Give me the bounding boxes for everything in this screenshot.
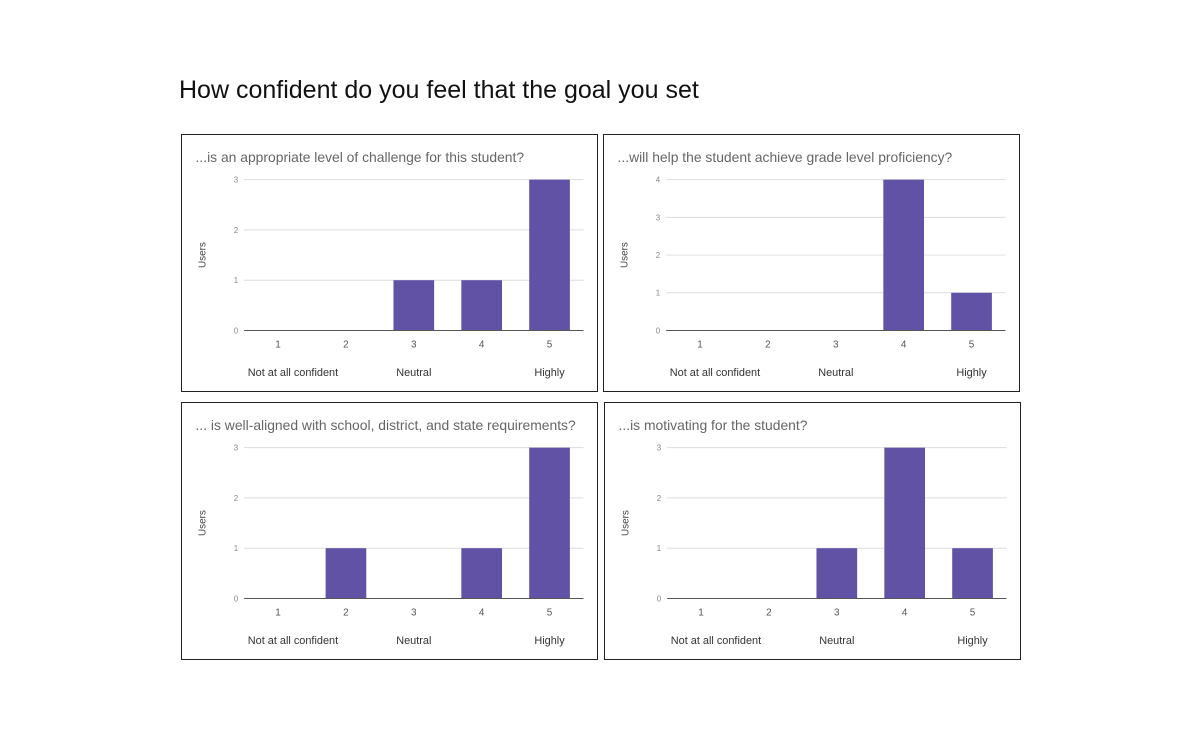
- x-category-group-label: Neutral: [819, 635, 854, 647]
- bar: [393, 280, 435, 331]
- chart-title: ...is motivating for the student?: [619, 417, 808, 433]
- x-category-group-label: Neutral: [396, 635, 431, 647]
- y-tick-label: 0: [234, 594, 239, 603]
- chart-panel-motivating: ...is motivating for the student? Users 0 1…: [604, 402, 1021, 660]
- y-axis-label: Users: [620, 510, 631, 536]
- chart-panel-proficiency: ...will help the student achieve grade l…: [603, 134, 1020, 392]
- y-tick-label: 1: [234, 276, 239, 285]
- x-category-group-label: Not at all confident: [671, 635, 761, 647]
- x-tick-label: 4: [479, 339, 485, 350]
- bar: [884, 447, 926, 599]
- y-tick-label: 1: [234, 544, 239, 553]
- x-category-group-label: Highly: [534, 367, 565, 379]
- x-tick-label: 3: [834, 607, 840, 618]
- x-category-group-label: Highly: [957, 635, 988, 647]
- y-tick-label: 3: [657, 444, 662, 453]
- y-axis-label: Users: [619, 242, 630, 268]
- x-category-group-label: Not at all confident: [248, 635, 338, 647]
- y-tick-label: 3: [234, 176, 239, 185]
- y-tick-label: 0: [234, 326, 239, 335]
- x-category-group-label: Neutral: [818, 367, 853, 379]
- y-tick-label: 3: [234, 444, 239, 453]
- bar: [461, 548, 503, 599]
- x-category-group-label: Highly: [956, 367, 987, 379]
- x-tick-label: 2: [766, 607, 772, 618]
- y-tick-label: 2: [234, 494, 238, 503]
- bar: [816, 548, 858, 599]
- y-tick-label: 0: [657, 594, 662, 603]
- x-category-group-label: Not at all confident: [248, 367, 338, 379]
- chart-title: ... is well-aligned with school, distric…: [196, 417, 576, 433]
- y-tick-label: 2: [234, 226, 238, 235]
- bar: [529, 179, 570, 331]
- y-tick-label: 1: [656, 289, 661, 298]
- bar: [325, 548, 367, 599]
- x-tick-label: 5: [970, 607, 976, 618]
- chart-title: ...will help the student achieve grade l…: [618, 149, 953, 165]
- x-tick-label: 2: [343, 607, 349, 618]
- x-category-group-label: Neutral: [396, 367, 431, 379]
- y-tick-label: 2: [656, 251, 660, 260]
- y-axis-label: Users: [197, 510, 208, 536]
- y-tick-label: 4: [656, 176, 661, 185]
- x-tick-label: 3: [833, 339, 839, 350]
- x-tick-label: 1: [697, 339, 703, 350]
- x-tick-label: 5: [547, 339, 553, 350]
- bar: [529, 447, 570, 599]
- x-category-group-label: Highly: [534, 635, 565, 647]
- y-tick-label: 1: [657, 544, 662, 553]
- y-axis-label: Users: [197, 242, 208, 268]
- bar: [461, 280, 503, 331]
- x-tick-label: 1: [275, 339, 281, 350]
- y-tick-label: 0: [656, 326, 661, 335]
- bar: [952, 548, 993, 599]
- page-title: How confident do you feel that the goal …: [179, 76, 699, 104]
- chart-svg: ... is well-aligned with school, distric…: [196, 417, 584, 647]
- x-tick-label: 4: [902, 607, 908, 618]
- y-tick-label: 2: [657, 494, 661, 503]
- chart-svg: ...is motivating for the student? Users 0 1…: [619, 417, 1007, 647]
- chart-svg: ...is an appropriate level of challenge …: [196, 149, 584, 379]
- bar: [883, 179, 925, 331]
- bar: [951, 292, 992, 331]
- x-tick-label: 2: [343, 339, 349, 350]
- x-tick-label: 1: [698, 607, 704, 618]
- chart-svg: ...will help the student achieve grade l…: [618, 149, 1006, 379]
- y-tick-label: 3: [656, 213, 661, 222]
- x-tick-label: 4: [901, 339, 907, 350]
- x-tick-label: 3: [411, 339, 417, 350]
- x-tick-label: 3: [411, 607, 417, 618]
- x-tick-label: 1: [275, 607, 281, 618]
- x-tick-label: 5: [547, 607, 553, 618]
- chart-title: ...is an appropriate level of challenge …: [196, 149, 525, 165]
- x-tick-label: 2: [765, 339, 771, 350]
- x-tick-label: 4: [479, 607, 485, 618]
- chart-panel-alignment: ... is well-aligned with school, distric…: [181, 402, 598, 660]
- x-tick-label: 5: [969, 339, 975, 350]
- x-category-group-label: Not at all confident: [670, 367, 760, 379]
- chart-panel-challenge: ...is an appropriate level of challenge …: [181, 134, 598, 392]
